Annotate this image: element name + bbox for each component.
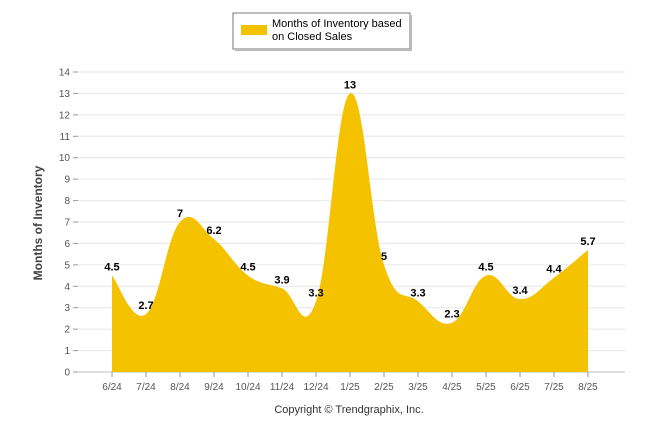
y-tick-label: 2 [64, 325, 70, 336]
data-label: 3.4 [512, 285, 528, 297]
data-label: 4.5 [240, 262, 255, 274]
data-label: 2.3 [444, 309, 459, 321]
data-label: 4.5 [478, 262, 493, 274]
x-tick-label: 9/24 [204, 382, 224, 393]
y-tick-label: 10 [59, 153, 71, 164]
data-label: 13 [344, 79, 356, 91]
x-tick-label: 8/24 [170, 382, 190, 393]
x-tick-label: 8/25 [578, 382, 598, 393]
x-tick-label: 11/24 [270, 382, 295, 393]
x-tick-label: 10/24 [235, 382, 260, 393]
y-tick-label: 14 [59, 68, 71, 79]
data-label: 7 [177, 208, 183, 220]
y-tick-label: 9 [64, 175, 70, 186]
data-label: 3.3 [410, 287, 425, 299]
data-label: 4.4 [546, 264, 562, 276]
x-tick-label: 6/24 [102, 382, 122, 393]
legend-label-line-2: on Closed Sales [272, 31, 353, 43]
legend-swatch [241, 25, 267, 35]
x-axis-ticks: 6/24 7/24 8/24 9/24 10/24 11/24 12/24 1/25 2/25 3… [102, 372, 598, 393]
x-tick-label: 4/25 [442, 382, 462, 393]
x-tick-label: 7/25 [544, 382, 564, 393]
x-tick-label: 1/25 [340, 382, 360, 393]
y-tick-label: 3 [64, 303, 70, 314]
y-tick-label: 13 [59, 89, 71, 100]
y-tick-label: 5 [64, 260, 70, 271]
legend-box-shadow-bottom [235, 49, 412, 51]
y-tick-label: 6 [64, 239, 70, 250]
data-label: 3.9 [274, 274, 289, 286]
y-tick-label: 11 [60, 132, 71, 143]
y-tick-label: 12 [59, 110, 71, 121]
data-label: 2.7 [138, 300, 153, 312]
x-tick-label: 3/25 [408, 382, 428, 393]
copyright-text: Copyright © Trendgraphix, Inc. [274, 404, 423, 416]
data-label: 5.7 [580, 236, 595, 248]
y-tick-label: 8 [64, 196, 70, 207]
data-label: 3.3 [308, 287, 323, 299]
x-tick-label: 5/25 [476, 382, 496, 393]
series-area [112, 93, 588, 372]
legend: Months of Inventory based on Closed Sale… [232, 12, 412, 51]
data-label: 5 [381, 251, 387, 263]
y-tick-label: 0 [64, 368, 70, 379]
data-label: 6.2 [206, 225, 221, 237]
data-label: 4.5 [104, 262, 119, 274]
x-tick-label: 12/24 [303, 382, 328, 393]
x-tick-label: 7/24 [136, 382, 156, 393]
x-tick-label: 6/25 [510, 382, 530, 393]
legend-box-shadow [410, 15, 412, 51]
x-tick-label: 2/25 [374, 382, 394, 393]
legend-label-line-1: Months of Inventory based [272, 18, 402, 30]
y-tick-label: 4 [64, 282, 70, 293]
y-tick-label: 7 [64, 218, 70, 229]
y-axis-label: Months of Inventory [31, 165, 45, 280]
y-tick-label: 1 [64, 346, 70, 357]
data-labels: 4.5 2.7 7 6.2 4.5 3.9 3.3 13 5 3.3 2.3 4.5 3.4 4.4 5.7 [104, 79, 595, 320]
